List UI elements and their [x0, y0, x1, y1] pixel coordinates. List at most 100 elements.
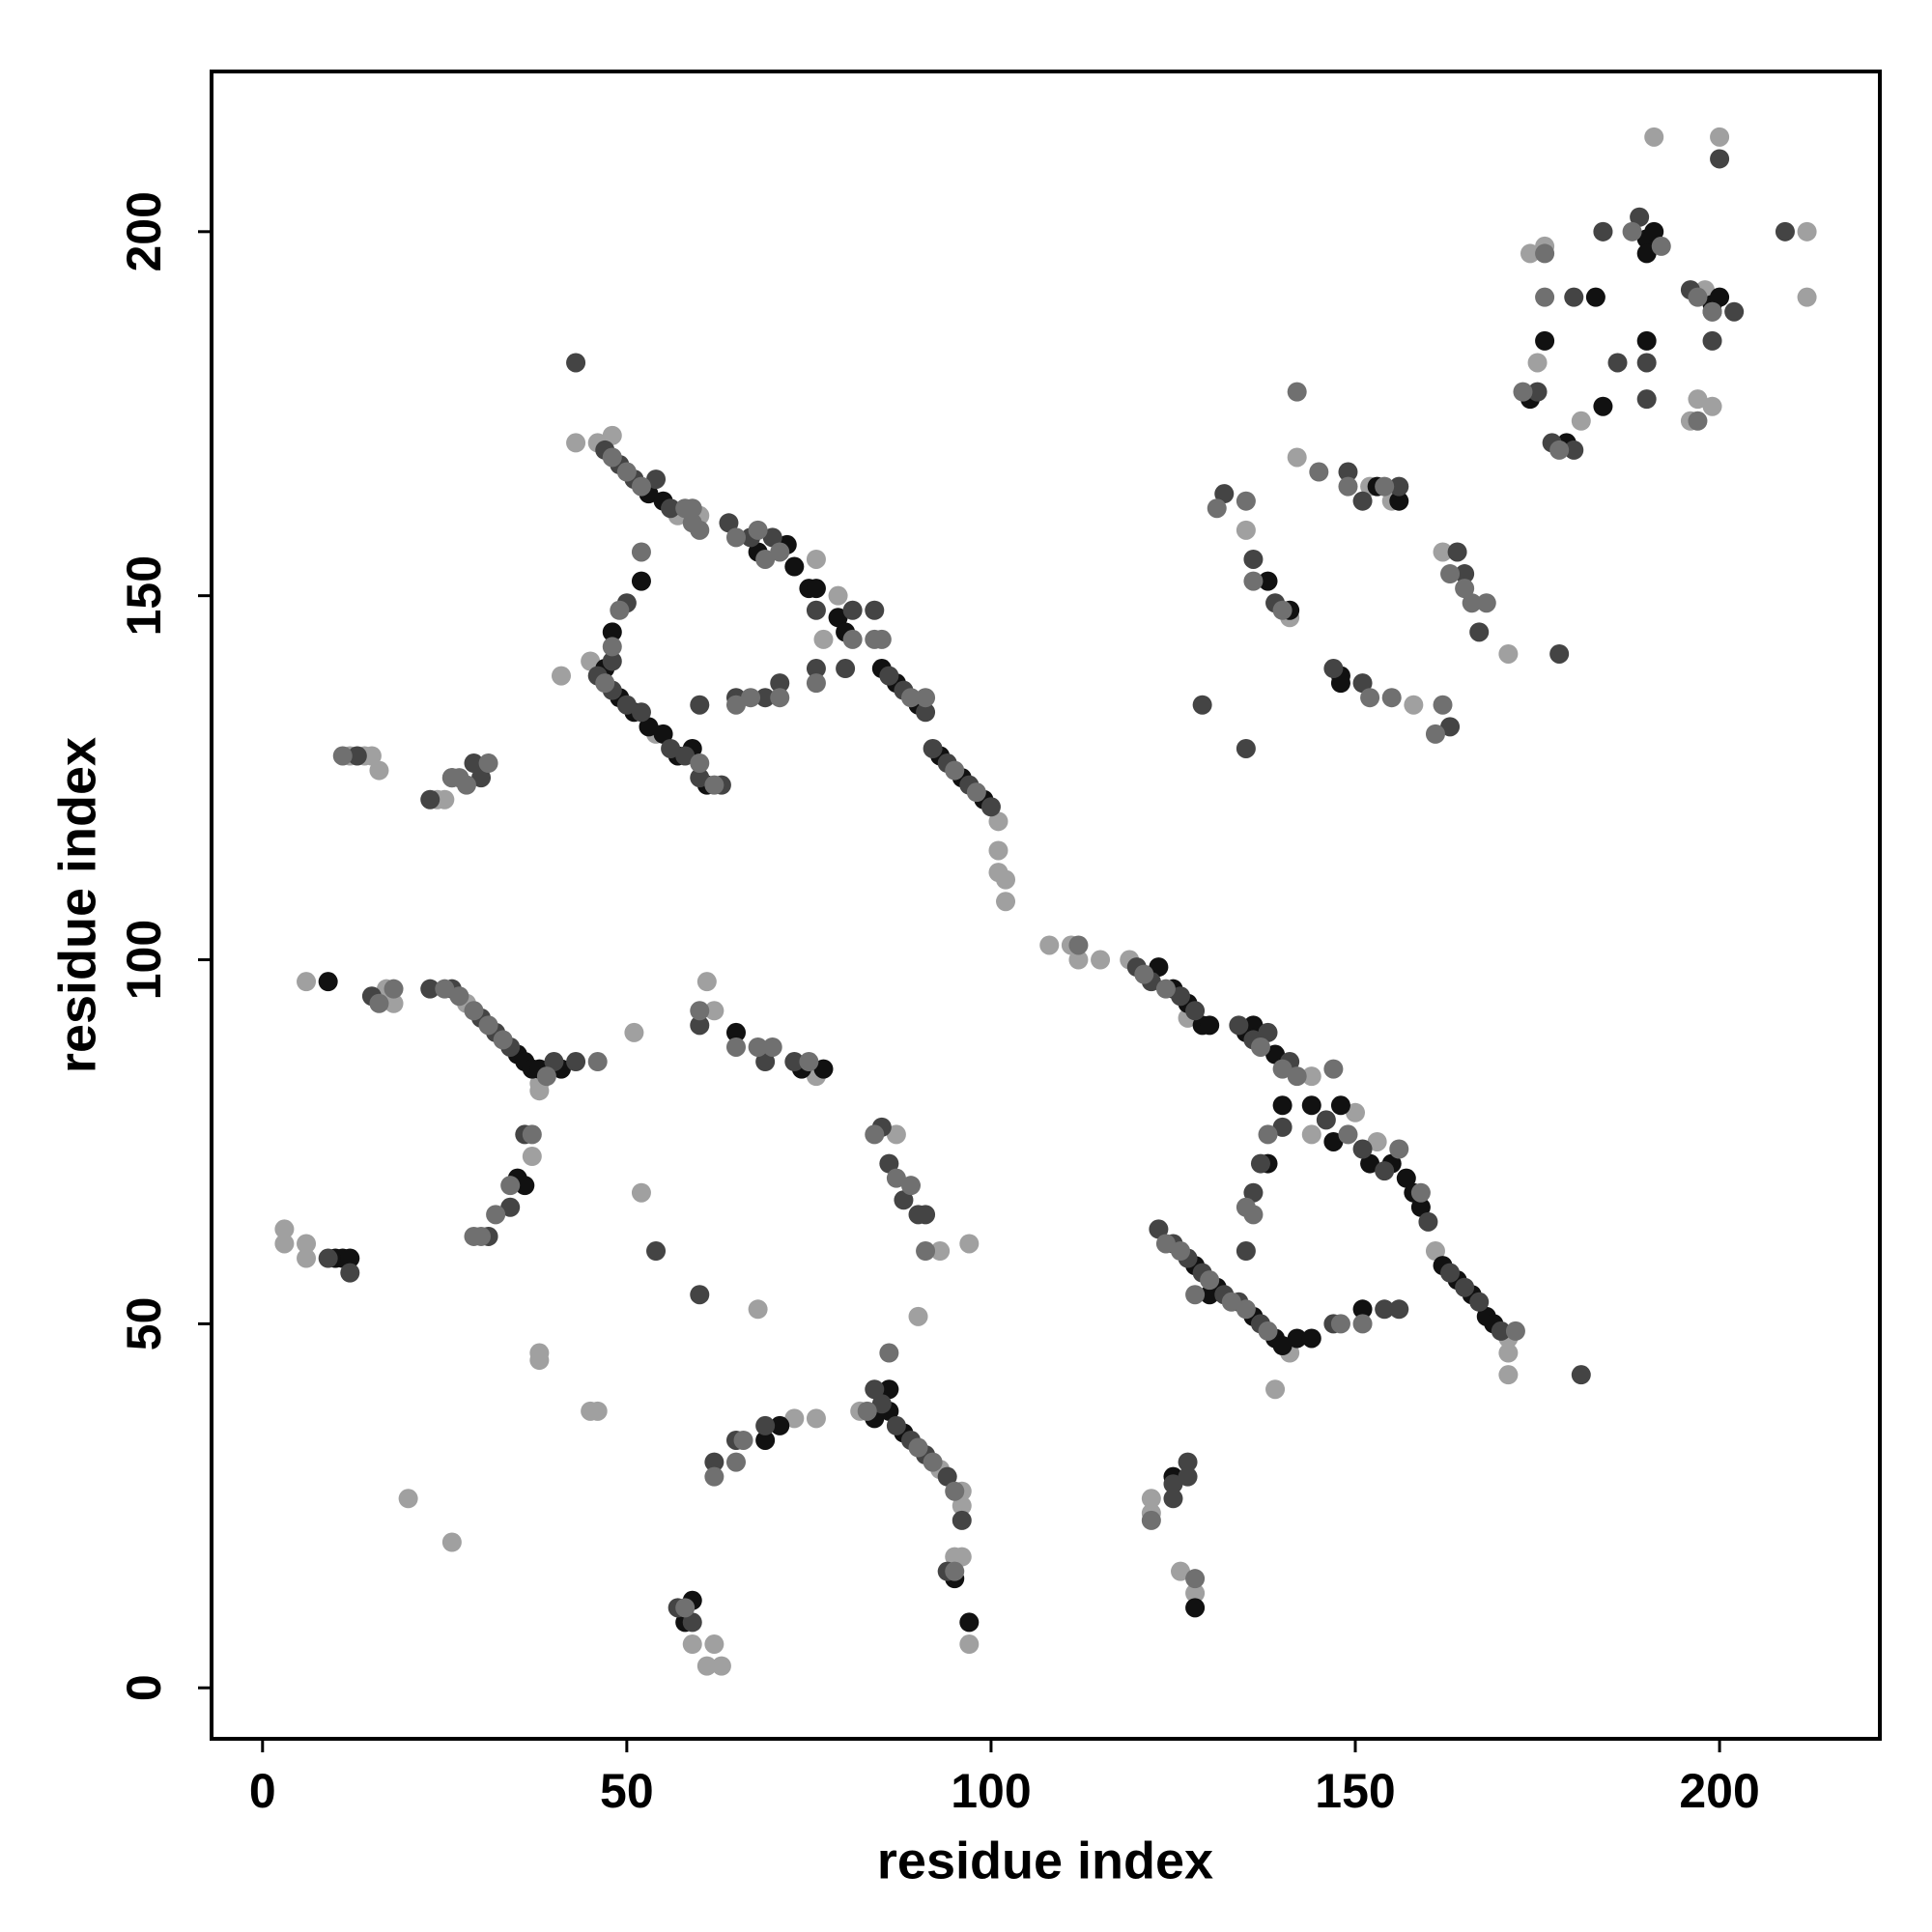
- point: [493, 1030, 513, 1050]
- point: [755, 1415, 776, 1435]
- point: [1068, 935, 1089, 955]
- point: [566, 1052, 586, 1072]
- point: [1309, 462, 1329, 482]
- point: [865, 1379, 885, 1400]
- point: [1301, 1066, 1321, 1087]
- point: [631, 476, 651, 497]
- y-axis-title: residue index: [48, 737, 106, 1073]
- point: [529, 1350, 550, 1371]
- x-tick-label: 50: [600, 1764, 654, 1818]
- point: [725, 1452, 746, 1472]
- point: [1338, 1124, 1358, 1145]
- point: [1710, 127, 1730, 147]
- point: [1141, 1489, 1161, 1509]
- point: [1272, 1335, 1293, 1355]
- point: [1527, 382, 1548, 402]
- point: [1250, 1153, 1270, 1174]
- point: [610, 600, 630, 620]
- point: [1455, 564, 1475, 584]
- point: [449, 986, 469, 1007]
- point: [1367, 1131, 1387, 1151]
- point: [916, 1241, 936, 1262]
- point: [1462, 593, 1482, 613]
- point: [725, 1022, 746, 1042]
- point: [1272, 1059, 1293, 1079]
- point: [1535, 287, 1555, 307]
- point: [1236, 1299, 1256, 1320]
- point: [602, 425, 622, 445]
- point: [587, 1401, 608, 1421]
- point: [1155, 1234, 1176, 1254]
- point: [806, 673, 826, 694]
- point: [1236, 1241, 1256, 1262]
- point: [1171, 1561, 1191, 1581]
- point: [1710, 287, 1730, 307]
- point: [1535, 243, 1555, 264]
- point: [1352, 673, 1373, 694]
- point: [1236, 491, 1256, 511]
- point: [631, 1182, 651, 1203]
- point: [471, 768, 492, 788]
- point: [515, 1176, 535, 1196]
- point: [1425, 724, 1445, 744]
- point: [1520, 243, 1541, 264]
- point: [1593, 396, 1613, 416]
- point: [1301, 1124, 1321, 1145]
- point: [1185, 1001, 1206, 1021]
- point: [420, 979, 440, 999]
- point: [1797, 287, 1817, 307]
- point: [1243, 1015, 1264, 1036]
- point: [1425, 1241, 1445, 1262]
- point: [879, 1379, 899, 1400]
- point: [631, 702, 651, 723]
- point: [799, 1052, 819, 1072]
- point: [1272, 1117, 1293, 1137]
- point: [1375, 476, 1395, 497]
- point: [690, 520, 710, 540]
- point: [813, 1059, 834, 1079]
- point: [340, 1248, 360, 1268]
- point: [755, 688, 776, 708]
- point: [1549, 440, 1570, 460]
- point: [529, 1081, 550, 1101]
- point: [908, 1437, 928, 1458]
- point: [1185, 1285, 1206, 1305]
- point: [1163, 1474, 1183, 1494]
- point: [1236, 738, 1256, 758]
- point: [1229, 1015, 1249, 1036]
- point: [602, 651, 622, 671]
- point: [1141, 1510, 1161, 1530]
- point: [1433, 542, 1453, 562]
- point: [478, 1015, 498, 1036]
- x-tick-label: 150: [1315, 1764, 1395, 1818]
- point: [696, 1656, 717, 1676]
- point: [544, 1052, 564, 1072]
- point: [690, 1285, 710, 1305]
- point: [464, 1226, 484, 1246]
- point: [952, 1495, 972, 1516]
- point: [1797, 221, 1817, 242]
- point: [1272, 600, 1293, 620]
- point: [500, 1176, 521, 1196]
- point: [1287, 447, 1307, 468]
- point: [1455, 1277, 1475, 1297]
- point: [1323, 659, 1344, 679]
- point: [1338, 476, 1358, 497]
- point: [551, 666, 571, 686]
- point: [1243, 549, 1264, 569]
- point: [1630, 207, 1650, 227]
- point: [1352, 1314, 1373, 1334]
- point: [486, 1205, 506, 1225]
- point: [945, 1561, 965, 1581]
- point: [1498, 643, 1519, 664]
- point: [616, 695, 637, 715]
- point: [441, 1532, 462, 1552]
- point: [871, 629, 892, 649]
- point: [1200, 1015, 1220, 1036]
- point: [646, 1241, 667, 1262]
- point: [704, 1452, 724, 1472]
- point: [784, 556, 805, 577]
- point: [274, 1234, 295, 1254]
- point: [1636, 353, 1657, 373]
